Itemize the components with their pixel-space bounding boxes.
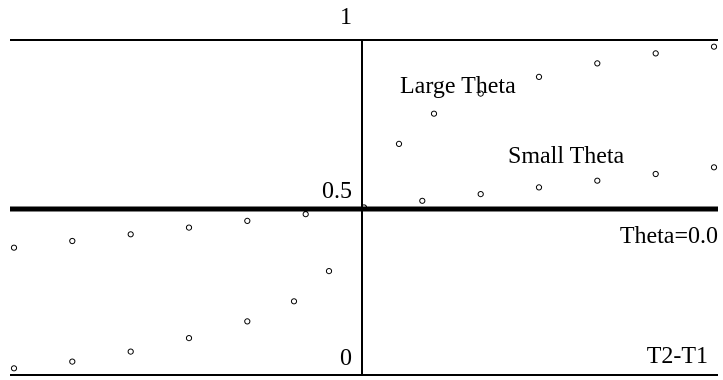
- y-tick-label-mid: 0.5: [322, 178, 352, 204]
- point-series0-2: [127, 348, 134, 355]
- point-series0-4: [244, 318, 251, 325]
- point-series1-11: [652, 170, 659, 178]
- point-series0-8: [395, 140, 403, 147]
- point-series1-3: [185, 224, 193, 231]
- reference-line-label: Theta=0.0: [620, 223, 718, 249]
- point-series0-0: [10, 365, 18, 372]
- point-series1-2: [127, 231, 134, 238]
- point-series1-8: [477, 191, 484, 198]
- point-series1-10: [594, 177, 601, 184]
- point-series0-6: [325, 268, 333, 275]
- point-series1-4: [244, 217, 251, 224]
- point-series1-7: [419, 197, 426, 204]
- y-tick-label-bottom: 0: [340, 345, 352, 371]
- series-label-large-theta: Large Theta: [400, 73, 516, 99]
- point-series1-1: [69, 237, 76, 245]
- point-series0-10: [477, 90, 484, 97]
- series-label-small-theta: Small Theta: [508, 143, 625, 169]
- point-series0-14: [710, 43, 718, 50]
- point-series0-3: [185, 335, 193, 342]
- point-series1-12: [710, 164, 718, 171]
- point-series0-11: [535, 73, 543, 81]
- point-series0-13: [652, 50, 659, 57]
- point-series0-9: [430, 110, 438, 117]
- point-series0-12: [594, 60, 601, 67]
- point-series1-0: [10, 244, 18, 251]
- y-tick-label-top: 1: [340, 4, 352, 30]
- point-series0-1: [69, 358, 76, 365]
- point-series0-5: [290, 298, 298, 305]
- point-series1-9: [535, 184, 543, 191]
- point-series1-5: [302, 211, 309, 218]
- x-axis-label: T2-T1: [647, 343, 708, 369]
